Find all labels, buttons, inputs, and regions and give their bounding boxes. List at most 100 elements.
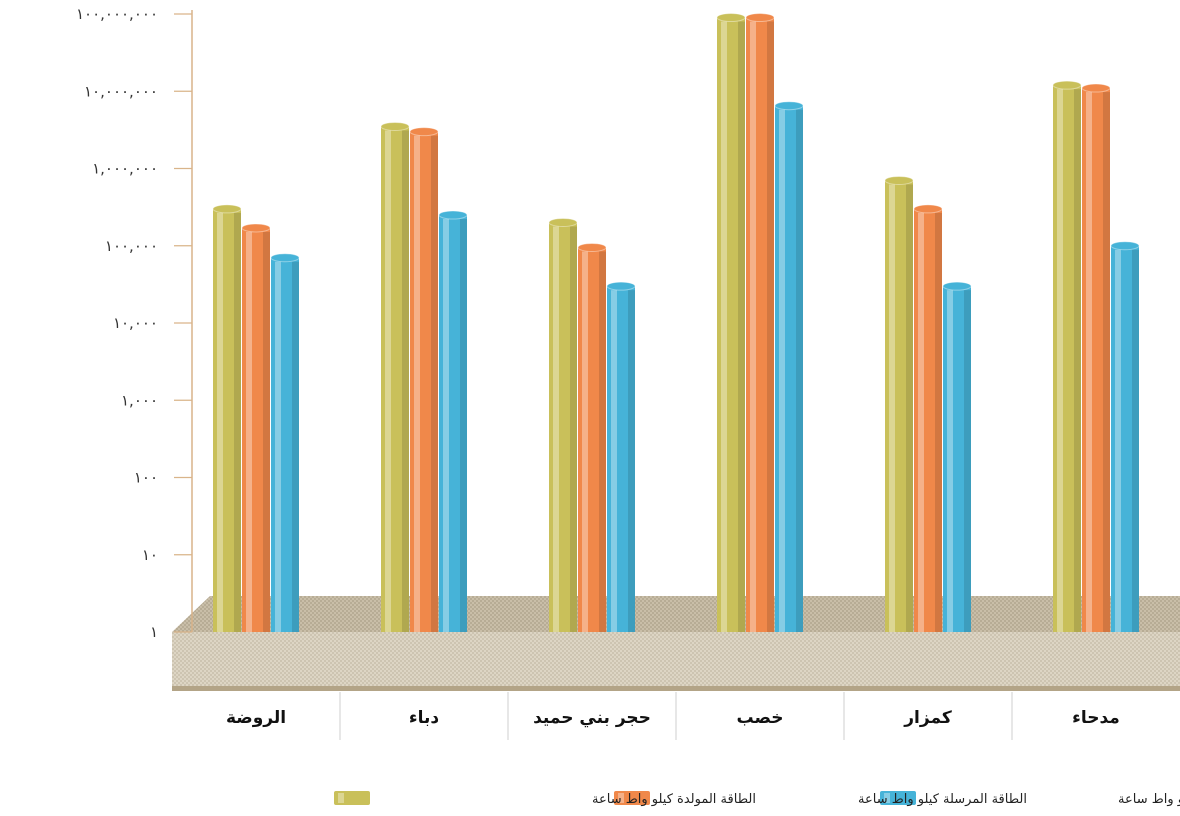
bar <box>548 217 578 633</box>
bar-shade <box>738 21 745 632</box>
bar-highlight <box>385 130 391 632</box>
chart-floor <box>172 632 1180 690</box>
bar-highlight <box>553 226 559 633</box>
bar-highlight <box>779 109 785 632</box>
y-tick-label: ١٠٠,٠٠٠,٠٠٠ <box>76 5 158 23</box>
category-label: كمزار <box>903 708 952 728</box>
bar-shade <box>964 290 971 632</box>
bar-cap <box>716 13 746 23</box>
bar-highlight <box>414 135 420 632</box>
legend-swatch <box>880 791 916 805</box>
bar-cap <box>884 175 914 185</box>
legend-swatch-highlight <box>338 793 344 803</box>
bar-highlight <box>947 290 953 632</box>
bar <box>913 204 943 632</box>
bar <box>942 281 972 632</box>
bar-cap <box>380 121 410 131</box>
bar-highlight <box>1086 92 1092 632</box>
bar-cap <box>577 242 607 252</box>
bar-highlight <box>918 212 924 632</box>
bar-body <box>1082 88 1110 632</box>
y-tick-label: ١ <box>150 623 158 641</box>
bar <box>884 175 914 632</box>
category-label: دباء <box>409 708 439 728</box>
bar-cap <box>913 204 943 214</box>
chart-floor-back <box>172 596 1180 632</box>
bar-shade <box>234 212 241 632</box>
legend-swatch-highlight <box>884 793 890 803</box>
bar-highlight <box>611 290 617 632</box>
legend-item: الطاقة المرسلة كيلو واط ساعة <box>614 791 1027 807</box>
bar-body <box>549 222 577 633</box>
bar <box>1081 83 1111 632</box>
bar-shade <box>431 135 438 632</box>
bar-highlight <box>217 212 223 632</box>
category-label: خصب <box>737 708 784 728</box>
bar <box>1052 80 1082 633</box>
bar <box>606 281 636 632</box>
bar <box>409 127 439 632</box>
bar-shade <box>263 231 270 632</box>
bar-cap <box>409 127 439 137</box>
bar-cap <box>1110 241 1140 251</box>
bar <box>716 13 746 632</box>
category-label: مدحاء <box>1072 708 1120 728</box>
y-tick-label: ١٠,٠٠٠,٠٠٠ <box>84 82 158 100</box>
bar-cap <box>606 281 636 291</box>
bar-body <box>578 247 606 632</box>
category-label: حجر بني حميد <box>533 708 651 728</box>
bar-body <box>381 126 409 633</box>
bar-highlight <box>582 251 588 632</box>
bar-cap <box>438 210 468 220</box>
legend: الطاقة المستهلكة كيلو واط ساعة الطاقة الم… <box>334 791 1180 807</box>
y-tick-label: ١٠,٠٠٠ <box>113 314 158 332</box>
bar-shade <box>796 109 803 632</box>
bar-shade <box>1074 89 1081 633</box>
bar-cap <box>774 101 804 111</box>
bar-highlight <box>1115 249 1121 632</box>
bar <box>577 242 607 632</box>
bar-body <box>1053 85 1081 633</box>
bar-body <box>410 131 438 632</box>
bar-body <box>213 208 241 632</box>
bar-body <box>1111 245 1139 632</box>
bar <box>438 210 468 632</box>
bar-cap <box>241 223 271 233</box>
y-tick-label: ١٠٠,٠٠٠ <box>105 237 158 255</box>
legend-swatch <box>614 791 650 805</box>
y-axis-ticks: ١٠٠,٠٠٠,٠٠٠ ١٠,٠٠٠,٠٠٠ ١,٠٠٠,٠٠٠ ١٠٠,٠٠٠ ١٠,… <box>76 5 192 641</box>
bar-cap <box>270 253 300 263</box>
bar-shade <box>1103 92 1110 632</box>
bar-body <box>242 227 270 632</box>
y-tick-label: ١,٠٠٠,٠٠٠ <box>92 160 158 178</box>
bar-cap <box>745 13 775 23</box>
bar-body <box>914 208 942 632</box>
bar-cap <box>548 217 578 227</box>
bar <box>380 121 410 633</box>
bar-body <box>943 286 971 632</box>
bar <box>270 253 300 632</box>
bar-shade <box>906 184 913 632</box>
bar-shade <box>767 21 774 632</box>
bar-highlight <box>750 21 756 632</box>
bar-highlight <box>1057 89 1063 633</box>
bar-body <box>439 215 467 632</box>
category-separators <box>339 692 1013 740</box>
bar <box>241 223 271 632</box>
bar-shade <box>460 219 467 632</box>
y-tick-label: ١,٠٠٠ <box>121 391 158 409</box>
bar-cap <box>942 281 972 291</box>
bar-body <box>885 180 913 632</box>
bar <box>774 101 804 632</box>
legend-label: الطاقة المولدة كيلو واط ساعة <box>592 792 756 807</box>
bar-shade <box>402 130 409 632</box>
bar-body <box>746 17 774 632</box>
y-tick-label: ١٠٠ <box>134 469 158 487</box>
bar-highlight <box>721 21 727 632</box>
bar-shade <box>292 261 299 632</box>
bar-shade <box>628 290 635 632</box>
category-label: الروضة <box>226 708 286 728</box>
bar-shade <box>599 251 606 632</box>
bar-shade <box>935 212 942 632</box>
